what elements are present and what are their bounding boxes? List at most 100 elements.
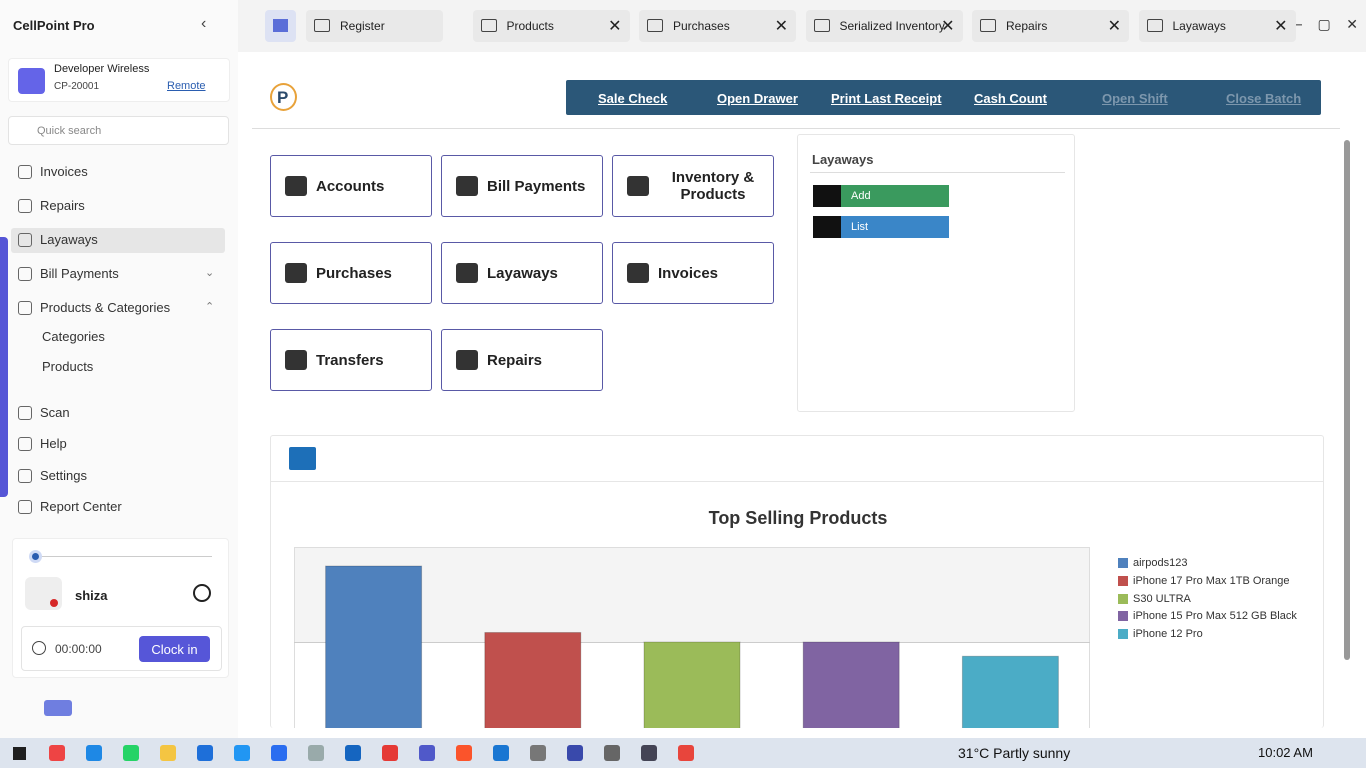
legend-item-label: airpods123	[1133, 557, 1188, 569]
nav-item[interactable]: Scan	[18, 405, 70, 420]
nav-item[interactable]: Settings	[18, 468, 87, 483]
nav-item[interactable]: Categories	[42, 329, 105, 344]
nav-active	[11, 228, 225, 253]
store-name: Developer Wireless	[54, 63, 150, 75]
taskbar-icon[interactable]	[197, 745, 213, 761]
toolbar-link[interactable]: Close Batch	[1226, 91, 1302, 106]
clock-in-button[interactable]: Clock in	[139, 636, 210, 662]
nav-item[interactable]: Invoices	[18, 164, 88, 179]
nav-item-label: Report Center	[40, 499, 122, 514]
add-label: Add	[851, 190, 871, 202]
tile-label: Purchases	[316, 264, 392, 282]
taskbar-icon[interactable]	[641, 745, 657, 761]
tile[interactable]: Repairs	[441, 329, 603, 391]
legend-item: S30 ULTRA	[1118, 593, 1191, 605]
tile-label: Inventory & Products	[671, 169, 755, 203]
tile-label: Repairs	[487, 351, 543, 369]
tile-label: Transfers	[316, 351, 384, 369]
nav-item-label: Repairs	[40, 198, 85, 213]
side-accent	[0, 237, 8, 497]
tile-label: Accounts	[316, 177, 385, 195]
taskbar-icon[interactable]	[49, 745, 65, 761]
legend-item-label: iPhone 17 Pro Max 1TB Orange	[1133, 574, 1290, 587]
tab[interactable]: ✕ Purchases	[639, 10, 796, 42]
taskbar-icon[interactable]	[271, 745, 287, 761]
user-card: shiza 00:00:00 Clock in	[12, 538, 229, 678]
chart-card: Top Selling Products	[270, 435, 1324, 728]
taskbar-icon[interactable]	[456, 745, 472, 761]
power-button[interactable]	[193, 584, 211, 602]
search-placeholder: Quick search	[37, 125, 102, 137]
tab-label: Products	[506, 19, 554, 33]
tab[interactable]: ✕ Layaways	[1138, 10, 1296, 42]
nav-item[interactable]: Products & Categories	[18, 300, 170, 315]
tab-label: Serialized Inventory	[839, 19, 945, 33]
tab-label: Repairs	[1006, 19, 1048, 33]
tile[interactable]: Purchases	[270, 242, 432, 304]
taskbar-icon[interactable]	[419, 745, 435, 761]
toolbar: Sale Check Open Drawer Print Last Receipt C…	[566, 80, 1321, 115]
toolbar-link[interactable]: Open Drawer	[717, 91, 798, 106]
nav-item-label: Products	[42, 359, 94, 374]
taskbar-icon[interactable]	[234, 745, 250, 761]
tile-label: Layaways	[487, 264, 558, 282]
legend-item: iPhone 15 Pro Max 512 GB Black	[1118, 610, 1297, 622]
tab-label: Register	[340, 19, 385, 33]
layaways-panel: Layaways	[797, 134, 1075, 412]
taskbar-icon[interactable]	[345, 745, 361, 761]
nav-item[interactable]: Layaways	[18, 232, 98, 247]
home-tab[interactable]	[265, 10, 296, 42]
taskbar-icon[interactable]	[530, 745, 546, 761]
tile[interactable]: Transfers	[270, 329, 432, 391]
tile[interactable]: Bill Payments	[441, 155, 603, 217]
collapse-button[interactable]: ‹	[201, 15, 207, 32]
store-card: Developer Wireless CP-20001 Remote	[8, 58, 230, 102]
nav-item[interactable]: Help	[18, 436, 67, 451]
nav-item[interactable]: Products	[42, 359, 93, 374]
toolbar-link[interactable]: Sale Check	[598, 91, 668, 106]
taskbar-icon[interactable]	[86, 745, 102, 761]
taskbar-icon[interactable]	[308, 745, 324, 761]
add-button[interactable]: Add	[813, 185, 949, 207]
tile[interactable]: Invoices	[612, 242, 774, 304]
tile-label: Invoices	[658, 264, 719, 282]
clock: 10:02 AM	[1258, 745, 1313, 760]
chart-plot	[294, 547, 1090, 728]
store-code: CP-20001	[54, 81, 100, 92]
tab[interactable]: ✕ Repairs	[972, 10, 1129, 42]
legend-item: iPhone 17 Pro Max 1TB Orange	[1118, 575, 1290, 587]
tab[interactable]: ✕ Products	[472, 10, 630, 42]
legend-item: airpods123	[1118, 557, 1187, 569]
legend-item-label: iPhone 15 Pro Max 512 GB Black	[1133, 610, 1297, 623]
sidebar: CellPoint Pro ‹ Developer Wireless CP-20…	[0, 0, 238, 738]
taskbar-icon[interactable]	[567, 745, 583, 761]
taskbar-icon[interactable]	[493, 745, 509, 761]
tile[interactable]: Layaways	[441, 242, 603, 304]
tab-label: Purchases	[673, 19, 730, 33]
scrollbar[interactable]	[1344, 140, 1350, 660]
nav-item[interactable]: Report Center	[18, 499, 122, 514]
tab[interactable]: ✕ Serialized Inventory	[805, 10, 963, 42]
remote-link[interactable]: Remote	[167, 80, 206, 92]
refresh-button[interactable]	[289, 447, 316, 470]
legend-item-label: iPhone 12 Pro	[1133, 628, 1203, 641]
chevron: ⌄	[205, 267, 215, 279]
tile[interactable]: Accounts	[270, 155, 432, 217]
nav-item[interactable]: Bill Payments	[18, 266, 119, 281]
taskbar-icon[interactable]	[123, 745, 139, 761]
toolbar-link[interactable]: Open Shift	[1102, 91, 1168, 106]
legend-item: iPhone 12 Pro	[1118, 628, 1203, 640]
taskbar-icon[interactable]	[678, 745, 694, 761]
tab[interactable]: Register	[306, 10, 443, 42]
tile-label: Bill Payments	[487, 177, 586, 195]
nav-item[interactable]: Repairs	[18, 198, 85, 213]
toolbar-link[interactable]: Cash Count	[974, 91, 1047, 106]
taskbar-icon[interactable]	[382, 745, 398, 761]
taskbar-icon[interactable]	[160, 745, 176, 761]
tab-label: Layaways	[1172, 19, 1226, 33]
tile[interactable]: Inventory & Products	[612, 155, 774, 217]
list-button[interactable]: List	[813, 216, 949, 238]
toolbar-link[interactable]: Print Last Receipt	[831, 91, 942, 106]
search-input[interactable]: Quick search	[8, 116, 229, 145]
taskbar-icon[interactable]	[604, 745, 620, 761]
